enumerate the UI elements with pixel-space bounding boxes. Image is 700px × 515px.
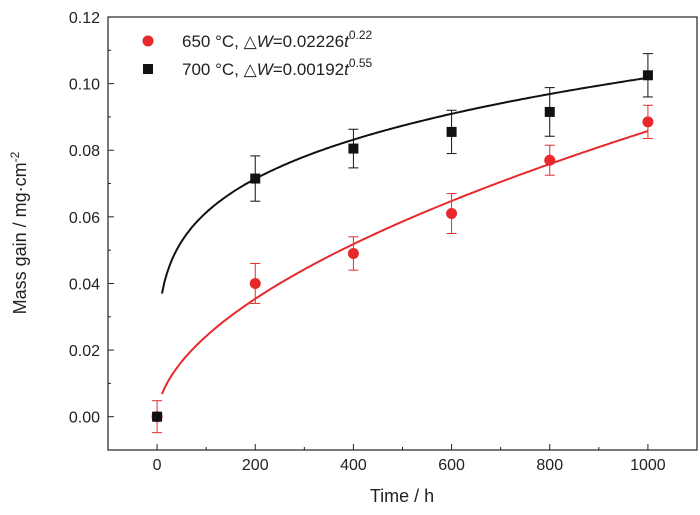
- x-tick-label: 0: [153, 457, 162, 474]
- y-tick-label: 0.12: [69, 10, 100, 27]
- legend: 650 °C, △W=0.02226t0.22 700 °C, △W=0.0019…: [142, 28, 373, 79]
- fit-curve-0: [161, 130, 649, 395]
- legend-label: 650 °C, △W=0.02226t0.22: [182, 28, 373, 51]
- data-point: [348, 143, 359, 154]
- y-tick-label: 0.04: [69, 276, 100, 293]
- x-axis-label: Time / h: [370, 486, 434, 506]
- data-point: [642, 116, 654, 128]
- y-tick-label: 0.00: [69, 410, 100, 427]
- data-point: [446, 126, 457, 137]
- y-tick-label: 0.10: [69, 77, 100, 94]
- plot-frame: [107, 16, 698, 451]
- legend-marker: [143, 64, 153, 74]
- legend-label: 700 °C, △W=0.00192t0.55: [182, 56, 373, 79]
- data-point: [152, 411, 163, 422]
- x-tick-label: 200: [242, 457, 269, 474]
- y-tick-label: 0.06: [69, 210, 100, 227]
- x-tick-label: 600: [438, 457, 465, 474]
- y-axis-label: Mass gain / mg·cm-2: [8, 151, 30, 314]
- data-point: [250, 173, 261, 184]
- data-point: [544, 106, 555, 117]
- y-tick-label: 0.08: [69, 143, 100, 160]
- y-tick-label: 0.02: [69, 343, 100, 360]
- data-point: [347, 247, 359, 259]
- data-point: [544, 154, 556, 166]
- x-tick-label: 800: [536, 457, 563, 474]
- data-point: [249, 277, 261, 289]
- data-point: [642, 70, 653, 81]
- legend-marker: [142, 35, 154, 47]
- x-tick-label: 1000: [630, 457, 666, 474]
- fit-curve-1: [161, 76, 649, 294]
- data-point: [446, 208, 458, 220]
- x-tick-label: 400: [340, 457, 367, 474]
